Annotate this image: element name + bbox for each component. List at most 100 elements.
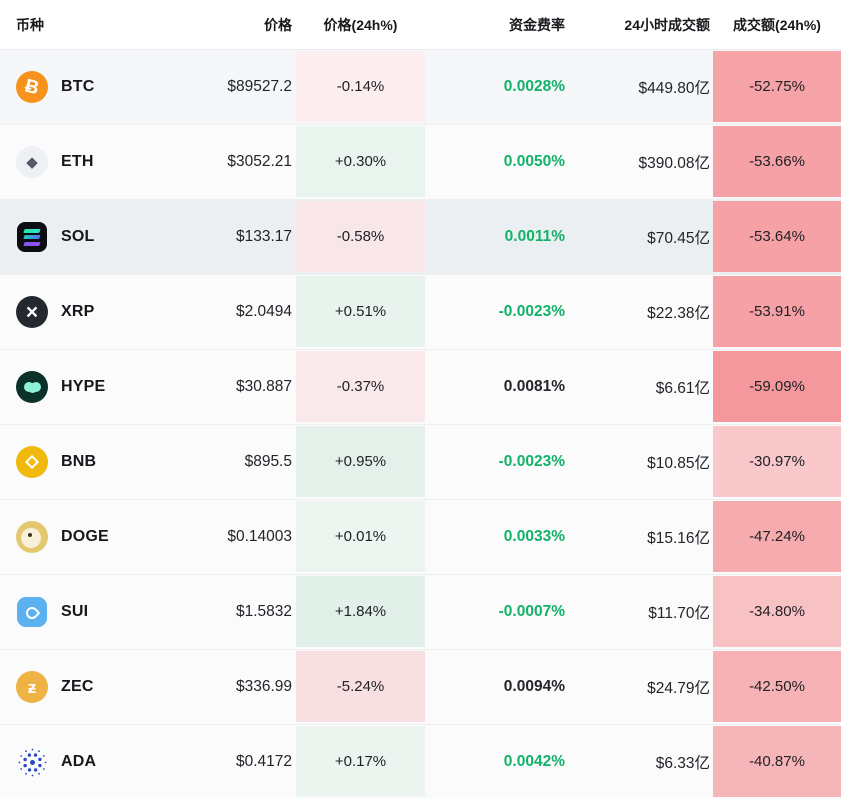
volume-change-cell: -52.75% [713,51,841,122]
hype-icon [16,371,48,403]
table-header-row: 币种 价格 价格(24h%) 资金费率 24小时成交额 成交额(24h%) [0,0,841,50]
funding-rate-value: -0.0007% [498,603,565,620]
funding-rate-value: -0.0023% [498,453,565,470]
funding-rate-value: 0.0081% [503,378,565,395]
price-value: $2.0494 [235,303,292,320]
price-change-value: +0.01% [334,528,387,545]
volume-value: $10.85亿 [647,455,710,472]
coin-symbol: BNB [61,453,97,470]
column-header-funding-rate[interactable]: 资金费率 [509,16,565,33]
volume-change-cell: -53.91% [713,276,841,347]
coin-symbol: ETH [61,153,94,170]
volume-value: $11.70亿 [648,605,710,622]
coin-cell: ADA [0,746,162,778]
price-change-cell: -0.58% [296,201,425,272]
coin-symbol: ZEC [61,678,94,695]
price-change-value: -0.37% [336,378,385,395]
price-value: $336.99 [235,678,292,695]
doge-icon [16,521,48,553]
price-change-value: -0.14% [336,78,385,95]
sui-icon [16,596,48,628]
coin-symbol: XRP [61,303,95,320]
price-value: $895.5 [244,453,292,470]
price-change-value: +0.17% [334,753,387,770]
price-value: $0.4172 [235,753,292,770]
price-value: $0.14003 [227,528,292,545]
coin-symbol: SOL [61,228,95,245]
funding-rate-value: -0.0023% [498,303,565,320]
coin-cell: DOGE [0,521,162,553]
price-change-value: +0.51% [334,303,387,320]
funding-rate-value: 0.0028% [503,78,565,95]
xrp-icon: × [16,296,48,328]
price-change-cell: +0.17% [296,726,425,797]
price-change-value: +1.84% [334,603,387,620]
price-value: $133.17 [235,228,292,245]
coin-cell: ◆ ETH [0,146,162,178]
volume-value: $15.16亿 [647,530,710,547]
column-header-volume[interactable]: 24小时成交额 [624,16,710,33]
price-change-cell: +0.01% [296,501,425,572]
coin-cell: SUI [0,596,162,628]
price-value: $1.5832 [235,603,292,620]
coin-cell: SOL [0,221,162,253]
volume-change-cell: -30.97% [713,426,841,497]
table-row[interactable]: Ƀ BTC $89527.2 -0.14% 0.0028% $449.80亿 -… [0,50,841,125]
price-value: $89527.2 [227,78,292,95]
volume-change-cell: -53.66% [713,126,841,197]
volume-value: $449.80亿 [638,80,710,97]
table-row[interactable]: × XRP $2.0494 +0.51% -0.0023% $22.38亿 -5… [0,275,841,350]
table-row[interactable]: ADA $0.4172 +0.17% 0.0042% $6.33亿 -40.87… [0,725,841,799]
price-change-value: +0.30% [334,153,387,170]
funding-rate-value: 0.0011% [504,228,565,245]
price-change-value: -0.58% [336,228,385,245]
table-row[interactable]: BNB $895.5 +0.95% -0.0023% $10.85亿 -30.9… [0,425,841,500]
column-header-price[interactable]: 价格 [264,16,292,33]
table-row[interactable]: SUI $1.5832 +1.84% -0.0007% $11.70亿 -34.… [0,575,841,650]
price-change-cell: -0.37% [296,351,425,422]
price-change-cell: +0.95% [296,426,425,497]
table-row[interactable]: ƶ ZEC $336.99 -5.24% 0.0094% $24.79亿 -42… [0,650,841,725]
volume-value: $22.38亿 [647,305,710,322]
table-row[interactable]: ◆ ETH $3052.21 +0.30% 0.0050% $390.08亿 -… [0,125,841,200]
volume-change-value: -53.64% [749,228,805,245]
price-change-cell: -0.14% [296,51,425,122]
volume-change-cell: -34.80% [713,576,841,647]
volume-change-cell: -59.09% [713,351,841,422]
volume-change-value: -53.66% [749,153,805,170]
volume-change-value: -47.24% [749,528,805,545]
price-change-cell: +0.51% [296,276,425,347]
ada-icon [16,746,48,778]
coin-cell: BNB [0,446,162,478]
column-header-coin[interactable]: 币种 [16,16,44,33]
bnb-icon [16,446,48,478]
price-change-cell: +1.84% [296,576,425,647]
coin-cell: × XRP [0,296,162,328]
coin-symbol: BTC [61,78,95,95]
volume-change-value: -53.91% [749,303,805,320]
zec-icon: ƶ [16,671,48,703]
price-value: $3052.21 [227,153,292,170]
table-row[interactable]: SOL $133.17 -0.58% 0.0011% $70.45亿 -53.6… [0,200,841,275]
eth-icon: ◆ [16,146,48,178]
column-header-volume-change[interactable]: 成交额(24h%) [733,16,821,33]
column-header-price-change[interactable]: 价格(24h%) [323,16,398,33]
btc-icon: Ƀ [16,71,48,103]
volume-change-value: -34.80% [749,603,805,620]
funding-rate-value: 0.0033% [503,528,565,545]
volume-value: $24.79亿 [647,680,710,697]
volume-change-cell: -42.50% [713,651,841,722]
volume-value: $70.45亿 [647,230,710,247]
volume-value: $6.33亿 [655,755,710,772]
price-change-value: +0.95% [334,453,387,470]
volume-change-cell: -47.24% [713,501,841,572]
volume-value: $390.08亿 [638,155,710,172]
table-row[interactable]: DOGE $0.14003 +0.01% 0.0033% $15.16亿 -47… [0,500,841,575]
volume-change-value: -30.97% [749,453,805,470]
table-row[interactable]: HYPE $30.887 -0.37% 0.0081% $6.61亿 -59.0… [0,350,841,425]
funding-rate-value: 0.0094% [503,678,565,695]
coin-symbol: HYPE [61,378,106,395]
funding-rate-value: 0.0042% [503,753,565,770]
price-change-cell: +0.30% [296,126,425,197]
coin-cell: ƶ ZEC [0,671,162,703]
